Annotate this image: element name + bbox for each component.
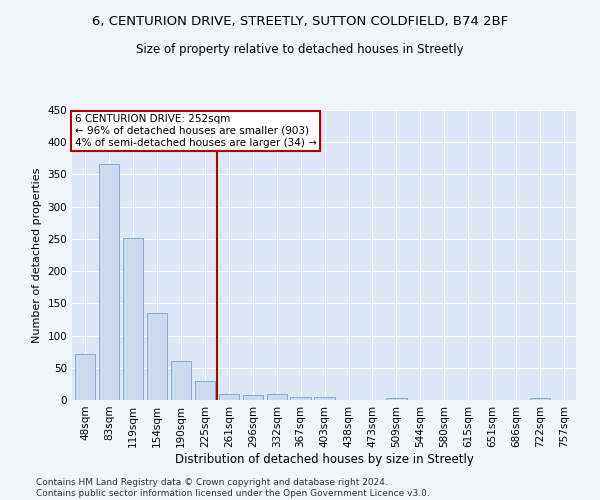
Text: 6 CENTURION DRIVE: 252sqm
← 96% of detached houses are smaller (903)
4% of semi-: 6 CENTURION DRIVE: 252sqm ← 96% of detac… bbox=[74, 114, 316, 148]
Bar bbox=[147, 313, 167, 400]
Bar bbox=[123, 238, 143, 400]
Bar bbox=[218, 394, 239, 400]
Text: 6, CENTURION DRIVE, STREETLY, SUTTON COLDFIELD, B74 2BF: 6, CENTURION DRIVE, STREETLY, SUTTON COL… bbox=[92, 15, 508, 28]
Bar bbox=[99, 164, 119, 400]
Bar bbox=[242, 396, 263, 400]
Bar bbox=[195, 380, 215, 400]
Bar bbox=[386, 398, 407, 400]
Text: Size of property relative to detached houses in Streetly: Size of property relative to detached ho… bbox=[136, 42, 464, 56]
Bar bbox=[266, 394, 287, 400]
Bar bbox=[290, 398, 311, 400]
Bar bbox=[75, 354, 95, 400]
X-axis label: Distribution of detached houses by size in Streetly: Distribution of detached houses by size … bbox=[175, 452, 473, 466]
Y-axis label: Number of detached properties: Number of detached properties bbox=[32, 168, 42, 342]
Text: Contains HM Land Registry data © Crown copyright and database right 2024.
Contai: Contains HM Land Registry data © Crown c… bbox=[36, 478, 430, 498]
Bar bbox=[314, 397, 335, 400]
Bar bbox=[171, 362, 191, 400]
Bar bbox=[530, 398, 550, 400]
